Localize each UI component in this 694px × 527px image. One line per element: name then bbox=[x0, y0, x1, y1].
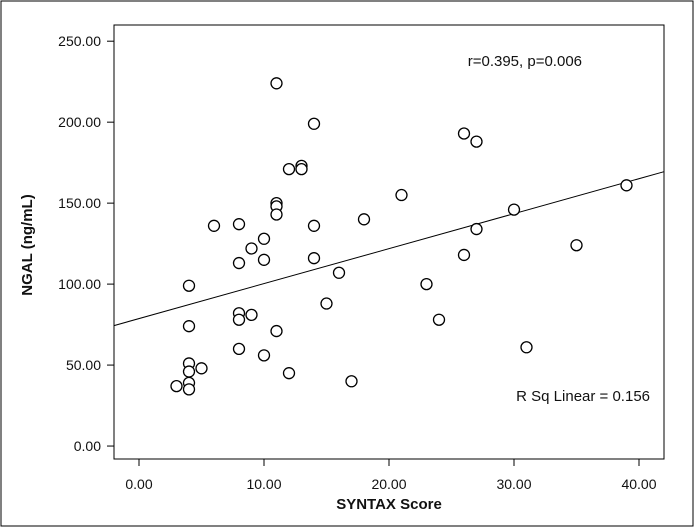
data-point bbox=[270, 208, 283, 221]
data-point bbox=[457, 248, 471, 262]
data-point bbox=[345, 375, 358, 388]
x-axis-ticks bbox=[138, 459, 640, 466]
y-tick-label: 200.00 bbox=[58, 114, 101, 130]
data-point bbox=[270, 324, 283, 338]
data-point bbox=[470, 135, 483, 148]
data-point bbox=[395, 188, 408, 202]
x-axis-tick-labels: 0.00 10.00 20.00 30.00 40.00 bbox=[125, 476, 656, 492]
y-axis-tick-labels: 0.00 50.00 100.00 150.00 200.00 250.00 bbox=[58, 33, 101, 454]
x-axis: 0.00 10.00 20.00 30.00 40.00 SYNTAX Score bbox=[114, 458, 664, 513]
data-points bbox=[170, 77, 633, 396]
data-point bbox=[307, 219, 321, 232]
data-point bbox=[195, 362, 208, 375]
x-tick-label: 40.00 bbox=[621, 476, 656, 492]
data-point bbox=[282, 162, 296, 176]
data-point bbox=[182, 383, 196, 396]
x-tick-label: 0.00 bbox=[125, 476, 152, 492]
data-point bbox=[307, 252, 321, 265]
data-point bbox=[332, 266, 346, 279]
data-point bbox=[470, 222, 483, 236]
data-point bbox=[232, 256, 246, 270]
r-squared-annotation: R Sq Linear = 0.156 bbox=[516, 388, 650, 405]
y-axis-ticks bbox=[107, 40, 114, 447]
data-point bbox=[507, 203, 521, 216]
correlation-annotation: r=0.395, p=0.006 bbox=[468, 53, 582, 70]
regression-line bbox=[113, 171, 665, 327]
data-point bbox=[245, 242, 258, 255]
data-point bbox=[257, 232, 271, 245]
data-point bbox=[182, 320, 196, 333]
data-point bbox=[232, 218, 246, 231]
data-point bbox=[307, 117, 321, 130]
x-tick-label: 20.00 bbox=[371, 476, 406, 492]
data-point bbox=[295, 162, 308, 176]
regression-line-group bbox=[113, 171, 665, 327]
data-point bbox=[257, 349, 271, 362]
data-point bbox=[207, 219, 221, 232]
data-point bbox=[170, 379, 183, 393]
y-tick-label: 100.00 bbox=[58, 276, 101, 292]
y-tick-label: 0.00 bbox=[74, 438, 101, 454]
x-axis-label: SYNTAX Score bbox=[336, 496, 442, 513]
data-point bbox=[420, 277, 433, 291]
data-point bbox=[570, 239, 583, 252]
data-point bbox=[520, 341, 533, 354]
x-tick-label: 30.00 bbox=[496, 476, 531, 492]
data-point bbox=[457, 127, 471, 140]
data-point bbox=[270, 77, 283, 90]
y-tick-label: 250.00 bbox=[58, 33, 101, 49]
data-point bbox=[182, 279, 196, 292]
x-tick-label: 10.00 bbox=[246, 476, 281, 492]
data-point bbox=[182, 365, 196, 378]
data-point bbox=[432, 313, 446, 326]
data-point bbox=[357, 213, 371, 226]
data-point bbox=[282, 367, 296, 380]
y-tick-label: 50.00 bbox=[66, 357, 101, 373]
data-point bbox=[320, 297, 333, 310]
data-point bbox=[232, 342, 246, 356]
data-point bbox=[620, 179, 633, 192]
data-point bbox=[245, 308, 258, 322]
data-point bbox=[257, 253, 271, 266]
y-tick-label: 150.00 bbox=[58, 195, 101, 211]
data-point bbox=[232, 313, 246, 326]
y-axis-label: NGAL (ng/mL) bbox=[19, 194, 36, 295]
y-axis: 0.00 50.00 100.00 150.00 200.00 250.00 NGAL (… bbox=[19, 25, 115, 459]
